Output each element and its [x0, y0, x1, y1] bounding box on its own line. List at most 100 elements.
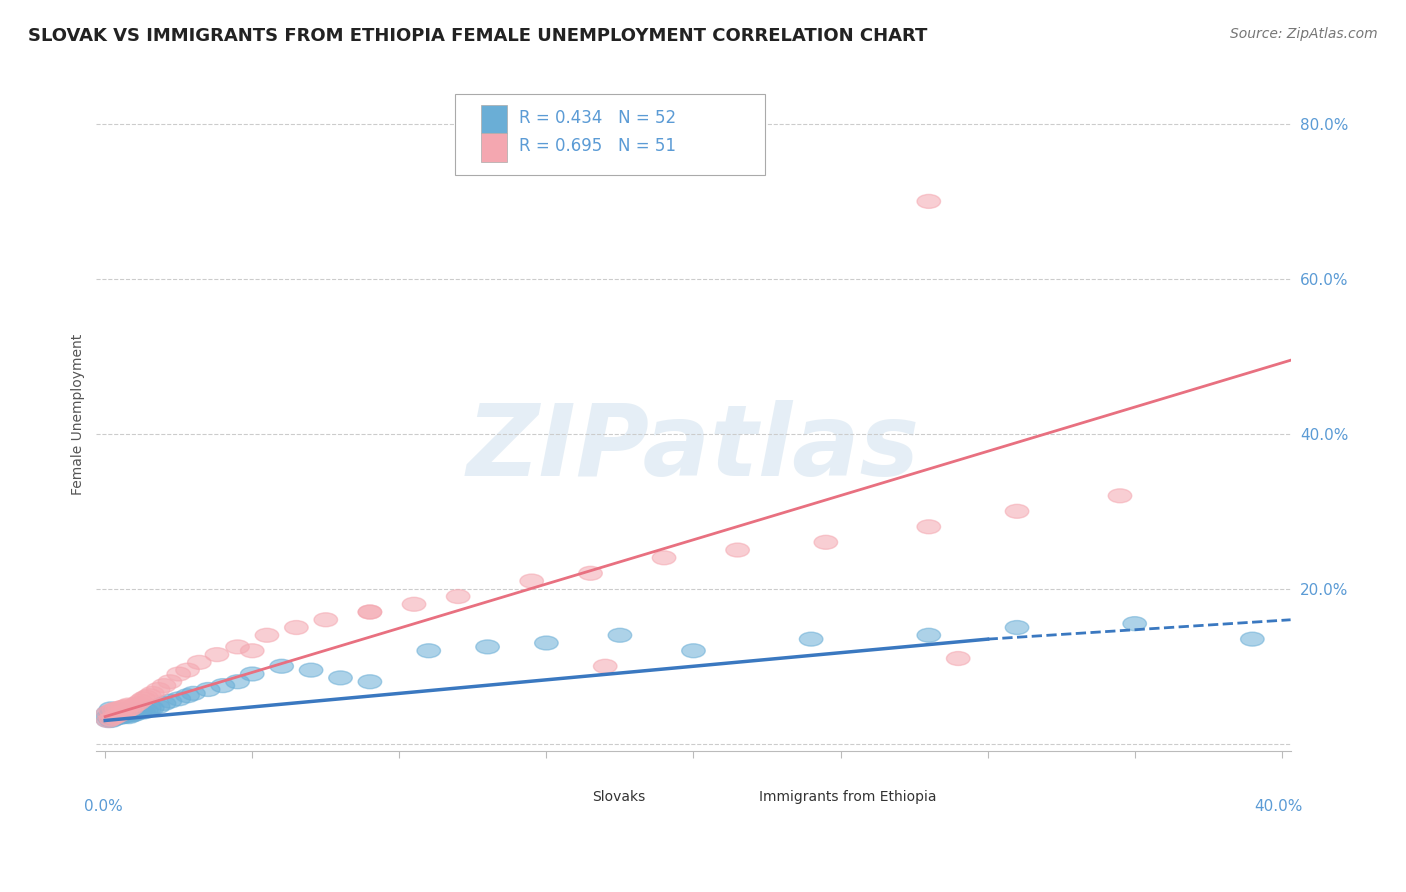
- Ellipse shape: [270, 659, 294, 673]
- Ellipse shape: [167, 692, 190, 706]
- Ellipse shape: [108, 710, 132, 724]
- Ellipse shape: [146, 682, 170, 697]
- Ellipse shape: [114, 709, 138, 723]
- Ellipse shape: [520, 574, 544, 588]
- Ellipse shape: [125, 697, 149, 710]
- Text: 0.0%: 0.0%: [84, 798, 124, 814]
- Ellipse shape: [1005, 504, 1029, 518]
- Ellipse shape: [359, 674, 381, 689]
- Text: SLOVAK VS IMMIGRANTS FROM ETHIOPIA FEMALE UNEMPLOYMENT CORRELATION CHART: SLOVAK VS IMMIGRANTS FROM ETHIOPIA FEMAL…: [28, 27, 928, 45]
- Text: Source: ZipAtlas.com: Source: ZipAtlas.com: [1230, 27, 1378, 41]
- Ellipse shape: [1240, 632, 1264, 646]
- Ellipse shape: [103, 712, 125, 726]
- FancyBboxPatch shape: [717, 791, 749, 804]
- Ellipse shape: [1005, 621, 1029, 634]
- Ellipse shape: [135, 690, 157, 704]
- Ellipse shape: [1108, 489, 1132, 503]
- Ellipse shape: [146, 699, 170, 714]
- Ellipse shape: [176, 689, 200, 703]
- FancyBboxPatch shape: [481, 134, 508, 161]
- Ellipse shape: [108, 701, 132, 715]
- Ellipse shape: [211, 679, 235, 692]
- Ellipse shape: [100, 712, 122, 726]
- Text: 40.0%: 40.0%: [1254, 798, 1302, 814]
- Ellipse shape: [97, 710, 120, 723]
- Ellipse shape: [105, 704, 129, 718]
- Ellipse shape: [114, 704, 138, 718]
- Ellipse shape: [100, 714, 122, 728]
- Ellipse shape: [117, 698, 141, 712]
- Ellipse shape: [167, 667, 190, 681]
- Ellipse shape: [97, 714, 120, 728]
- Ellipse shape: [299, 663, 323, 677]
- Ellipse shape: [609, 628, 631, 642]
- Ellipse shape: [129, 694, 152, 708]
- Ellipse shape: [800, 632, 823, 646]
- Ellipse shape: [111, 706, 135, 720]
- Ellipse shape: [1123, 616, 1146, 631]
- Ellipse shape: [138, 702, 162, 716]
- Ellipse shape: [814, 535, 838, 549]
- Ellipse shape: [129, 704, 152, 718]
- Ellipse shape: [176, 663, 200, 677]
- Ellipse shape: [97, 706, 120, 720]
- Ellipse shape: [100, 704, 122, 718]
- Ellipse shape: [579, 566, 602, 581]
- Ellipse shape: [226, 674, 249, 689]
- Ellipse shape: [157, 674, 181, 689]
- Ellipse shape: [111, 710, 135, 723]
- Ellipse shape: [132, 692, 155, 706]
- Ellipse shape: [240, 644, 264, 657]
- Ellipse shape: [111, 700, 135, 714]
- Ellipse shape: [108, 707, 132, 722]
- Ellipse shape: [917, 520, 941, 533]
- Ellipse shape: [917, 628, 941, 642]
- Ellipse shape: [157, 694, 181, 708]
- Ellipse shape: [117, 705, 141, 719]
- Ellipse shape: [108, 705, 132, 719]
- Ellipse shape: [120, 708, 143, 722]
- Ellipse shape: [105, 702, 129, 716]
- Ellipse shape: [197, 682, 219, 697]
- Ellipse shape: [593, 659, 617, 673]
- Ellipse shape: [117, 710, 141, 723]
- Ellipse shape: [103, 703, 125, 716]
- Ellipse shape: [652, 551, 676, 565]
- FancyBboxPatch shape: [481, 105, 508, 134]
- Ellipse shape: [917, 194, 941, 209]
- Ellipse shape: [534, 636, 558, 650]
- Ellipse shape: [256, 628, 278, 642]
- Text: R = 0.695   N = 51: R = 0.695 N = 51: [519, 137, 676, 155]
- Ellipse shape: [946, 651, 970, 665]
- Ellipse shape: [100, 707, 122, 722]
- Ellipse shape: [97, 706, 120, 720]
- Ellipse shape: [97, 714, 120, 728]
- FancyBboxPatch shape: [550, 791, 582, 804]
- Ellipse shape: [141, 701, 165, 715]
- Ellipse shape: [105, 709, 129, 723]
- Ellipse shape: [120, 704, 143, 717]
- Ellipse shape: [122, 707, 146, 722]
- Ellipse shape: [475, 640, 499, 654]
- Text: R = 0.434   N = 52: R = 0.434 N = 52: [519, 109, 676, 127]
- Ellipse shape: [111, 704, 135, 717]
- Text: ZIPatlas: ZIPatlas: [467, 400, 920, 497]
- Ellipse shape: [100, 702, 122, 716]
- Ellipse shape: [103, 706, 125, 720]
- Text: Slovaks: Slovaks: [592, 790, 645, 805]
- Ellipse shape: [152, 679, 176, 692]
- Ellipse shape: [122, 703, 146, 716]
- Ellipse shape: [141, 687, 165, 700]
- Ellipse shape: [725, 543, 749, 557]
- Ellipse shape: [240, 667, 264, 681]
- Ellipse shape: [205, 648, 229, 662]
- Ellipse shape: [103, 710, 125, 724]
- Ellipse shape: [122, 698, 146, 712]
- Ellipse shape: [114, 699, 138, 714]
- Ellipse shape: [132, 705, 155, 719]
- Ellipse shape: [359, 605, 381, 619]
- Ellipse shape: [187, 656, 211, 669]
- Ellipse shape: [314, 613, 337, 627]
- Ellipse shape: [284, 621, 308, 634]
- FancyBboxPatch shape: [454, 95, 765, 175]
